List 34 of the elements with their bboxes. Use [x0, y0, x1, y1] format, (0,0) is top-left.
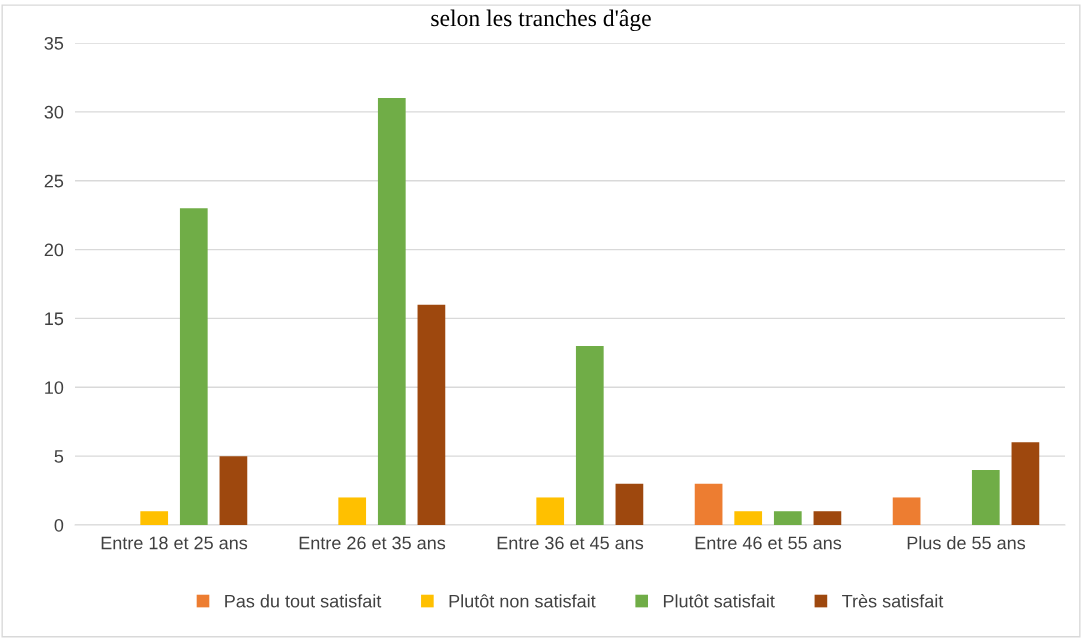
bar: [773, 511, 802, 525]
x-tick-label: Entre 36 et 45 ans: [497, 536, 644, 550]
y-tick-label: 30: [44, 105, 64, 119]
bar: [575, 345, 604, 525]
bar: [971, 469, 1000, 525]
bar: [536, 497, 565, 525]
y-tick-label: 0: [54, 518, 64, 532]
bar: [813, 511, 842, 525]
x-tick-label: Entre 18 et 25 ans: [101, 536, 248, 550]
bar: [892, 497, 921, 525]
y-tick-label: 25: [44, 174, 64, 188]
bar: [615, 483, 644, 525]
y-tick-label: 10: [45, 381, 64, 395]
bar: [377, 98, 406, 525]
bar: [140, 511, 169, 525]
bar: [338, 497, 367, 525]
legend-label: Plutôt satisfait: [663, 594, 775, 608]
y-tick-label: 20: [44, 243, 64, 257]
y-tick-label: 5: [54, 450, 64, 463]
bar: [694, 483, 723, 525]
bar: [417, 304, 446, 525]
bar: [734, 511, 763, 525]
legend-label: Très satisfait: [842, 594, 944, 608]
x-tick-label: Entre 46 et 55 ans: [695, 536, 842, 550]
legend-label: Plutôt non satisfait: [449, 594, 596, 608]
legend-label: Pas du tout satisfait: [225, 594, 382, 608]
bar: [179, 208, 208, 525]
chart-title: selon les tranches d'âge: [431, 9, 651, 32]
x-tick-label: Entre 26 et 35 ans: [299, 536, 446, 550]
y-tick-label: 35: [44, 36, 64, 50]
y-tick-label: 15: [45, 312, 64, 326]
bar: [219, 456, 248, 525]
x-tick-label: Plus de 55 ans: [907, 536, 1026, 550]
bar: [1011, 442, 1040, 525]
